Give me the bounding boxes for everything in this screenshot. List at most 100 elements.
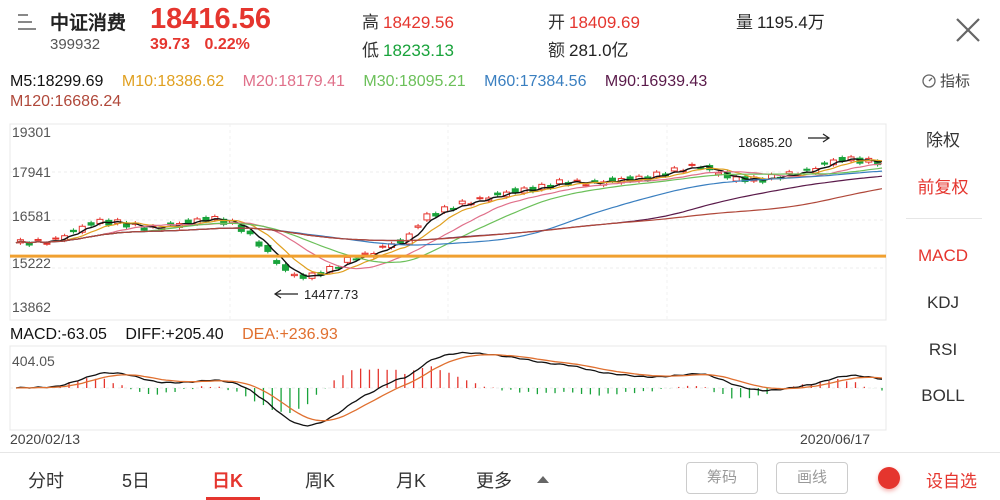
record-dot-icon[interactable] xyxy=(878,467,900,489)
candle-up xyxy=(343,256,351,263)
min-price-annotation: 14477.73 xyxy=(304,287,358,302)
candle-up xyxy=(379,245,387,248)
candle-up xyxy=(34,238,42,242)
start-date: 2020/02/13 xyxy=(10,431,80,447)
candle-down xyxy=(69,229,77,233)
forward-adjusted-option[interactable]: 前复权 xyxy=(917,178,969,197)
end-date: 2020/06/17 xyxy=(800,431,870,447)
price-change: 39.73 0.22% xyxy=(150,36,250,54)
candle-down xyxy=(25,242,33,246)
candle-down xyxy=(591,180,599,183)
period-tab-bar: 分时 5日 日K 周K 月K 更多 筹码 画线 设自选 xyxy=(0,452,1000,500)
current-price: 18416.56 xyxy=(150,3,271,35)
side-divider xyxy=(906,218,982,219)
candle-up xyxy=(43,242,51,245)
dea-line xyxy=(15,354,883,422)
add-watchlist-button[interactable]: 设自选 xyxy=(926,472,977,491)
kdj-option[interactable]: KDJ xyxy=(926,293,960,312)
candle-down xyxy=(494,192,502,196)
chips-button[interactable]: 筹码 xyxy=(686,462,758,494)
change-value: 39.73 xyxy=(150,36,191,53)
tab-monthly-k[interactable]: 月K xyxy=(396,471,427,491)
quote-header: 中证消费 399932 18416.56 39.73 0.22% 高 18429.… xyxy=(0,0,1000,60)
y-tick-label: 16581 xyxy=(12,208,51,224)
open-stat: 开 18409.69 xyxy=(548,13,640,32)
candle-up xyxy=(423,213,431,221)
max-arrow-head xyxy=(822,133,831,143)
candle-down xyxy=(511,188,519,193)
candle-up xyxy=(414,225,422,228)
ma10-label: M10:18386.62 xyxy=(121,73,225,90)
diff-value: DIFF:+205.40 xyxy=(125,326,224,343)
caret-up-icon[interactable] xyxy=(537,476,549,483)
list-menu-icon[interactable] xyxy=(18,14,36,32)
macd-lines xyxy=(15,351,883,427)
close-icon[interactable] xyxy=(954,16,982,44)
ma120-label: M120:16686.24 xyxy=(10,93,122,110)
diff-line xyxy=(15,351,883,427)
high-stat: 高 18429.56 xyxy=(362,13,454,32)
ma10-line xyxy=(15,159,883,276)
candle-down xyxy=(246,230,254,235)
candle-up xyxy=(670,167,678,172)
indicator-button[interactable]: 指标 xyxy=(922,70,970,91)
max-price-annotation: 18685.20 xyxy=(738,135,792,150)
macd-value: MACD:-63.05 xyxy=(10,326,107,343)
ma60-line xyxy=(15,170,883,246)
macd-legend: MACD:-63.05 DIFF:+205.40 DEA:+236.93 xyxy=(10,326,352,344)
candle-down xyxy=(87,222,95,226)
candle-down xyxy=(255,241,263,247)
tab-5day[interactable]: 5日 xyxy=(122,471,151,491)
candle-up xyxy=(538,183,546,191)
candle-up xyxy=(458,200,466,205)
ma5-label: M5:18299.69 xyxy=(10,73,104,90)
candle-up xyxy=(52,237,60,240)
candle-up xyxy=(732,176,740,182)
candle-up xyxy=(361,252,369,255)
kline-chart[interactable]: 19301 17941 16581 15222 13862 18685.20 1… xyxy=(0,120,900,450)
open-value: 18409.69 xyxy=(569,13,640,32)
candle-down xyxy=(432,213,440,217)
candle-up xyxy=(476,197,484,200)
side-menu: 除权 前复权 MACD KDJ RSI BOLL xyxy=(898,100,988,430)
moving-average-lines xyxy=(15,158,883,278)
candle-up xyxy=(785,171,793,175)
ma90-label: M90:16939.43 xyxy=(604,73,708,90)
macd-option[interactable]: MACD xyxy=(917,246,969,265)
low-stat: 低 18233.13 xyxy=(362,41,454,60)
y-tick-label: 17941 xyxy=(12,164,51,180)
y-tick-label: 13862 xyxy=(12,299,51,315)
boll-option[interactable]: BOLL xyxy=(921,386,965,405)
candle-up xyxy=(555,179,563,185)
amount-value: 281.0亿 xyxy=(569,41,629,60)
ma30-label: M30:18095.21 xyxy=(363,73,466,90)
index-code: 399932 xyxy=(50,36,101,53)
volume-value: 1195.4万 xyxy=(757,13,825,32)
ex-rights-option[interactable]: 除权 xyxy=(926,131,960,150)
tab-more[interactable]: 更多 xyxy=(476,471,512,491)
volume-stat: 量 1195.4万 xyxy=(736,13,825,32)
tab-weekly-k[interactable]: 周K xyxy=(305,471,336,491)
candle-down xyxy=(273,260,281,264)
dea-value: DEA:+236.93 xyxy=(242,326,338,343)
macd-axis-top: 404.05 xyxy=(12,353,55,369)
ma30-line xyxy=(15,167,883,264)
ma20-line xyxy=(15,163,883,270)
candle-down xyxy=(803,168,811,171)
tab-daily-k[interactable]: 日K xyxy=(212,471,243,491)
amount-stat: 额 281.0亿 xyxy=(548,41,629,60)
high-value: 18429.56 xyxy=(383,13,454,32)
candle-up xyxy=(290,273,298,277)
candle-down xyxy=(282,264,290,271)
ma5-line xyxy=(15,158,883,278)
candle-up xyxy=(688,163,696,166)
rsi-option[interactable]: RSI xyxy=(928,340,958,359)
candle-down xyxy=(184,219,192,224)
candle-up xyxy=(582,184,590,187)
draw-line-button[interactable]: 画线 xyxy=(776,462,848,494)
y-tick-label: 19301 xyxy=(12,124,51,140)
candle-down xyxy=(821,162,829,165)
candle-down xyxy=(220,218,228,225)
tab-intraday[interactable]: 分时 xyxy=(28,471,64,491)
min-arrow-head xyxy=(273,289,282,299)
